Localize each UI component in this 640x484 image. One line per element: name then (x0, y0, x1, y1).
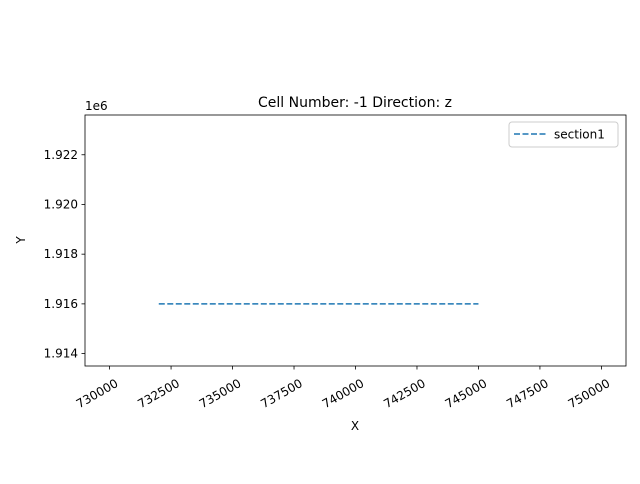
y-tick-label: 1.922 (44, 148, 78, 162)
legend-box (508, 121, 619, 148)
chart-title: Cell Number: -1 Direction: z (258, 95, 452, 111)
plot-area (85, 115, 626, 366)
y-tick-label: 1.918 (44, 247, 78, 261)
y-tick-label: 1.916 (44, 297, 78, 311)
y-axis-ticks: 1.914 1.916 1.918 1.920 1.922 (44, 148, 85, 361)
y-axis-label: Y (14, 236, 28, 245)
y-offset-label: 1e6 (85, 99, 108, 113)
x-axis-label: X (351, 419, 359, 433)
y-tick-label: 1.920 (44, 197, 78, 211)
y-tick-label: 1.914 (44, 347, 78, 361)
legend-label: section1 (554, 128, 605, 142)
legend: section1 (508, 121, 619, 148)
